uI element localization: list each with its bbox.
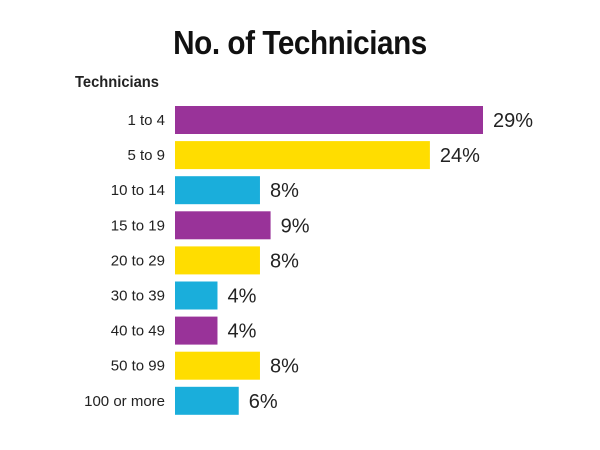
category-label: 50 to 99 [111,358,165,375]
bar [175,281,218,310]
category-label: 100 or more [84,393,165,410]
bar [175,176,260,205]
bars-layer: 1 to 4 29% 5 to 9 24% 10 to 14 8% 15 to 19 9% 20… [84,106,533,415]
chart-title: No. of Technicians [173,24,427,61]
category-label: 30 to 39 [111,288,165,305]
value-label: 6% [249,391,278,413]
value-label: 24% [440,145,480,167]
category-label: 1 to 4 [127,112,165,129]
category-label: 15 to 19 [111,217,165,234]
value-label: 8% [270,356,299,378]
bar [175,246,260,275]
value-label: 9% [281,215,310,237]
bar [175,211,271,240]
category-axis-title: Technicians [75,74,159,91]
category-label: 40 to 49 [111,323,165,340]
bar [175,316,218,345]
category-label: 10 to 14 [111,182,165,199]
value-label: 4% [227,286,256,308]
value-label: 8% [270,250,299,272]
bar [175,386,239,415]
value-label: 4% [227,321,256,343]
value-label: 8% [270,180,299,202]
value-label: 29% [493,110,533,132]
bar [175,351,260,380]
bar [175,106,483,134]
category-label: 20 to 29 [111,252,165,269]
category-label: 5 to 9 [127,147,165,164]
bar [175,141,430,170]
